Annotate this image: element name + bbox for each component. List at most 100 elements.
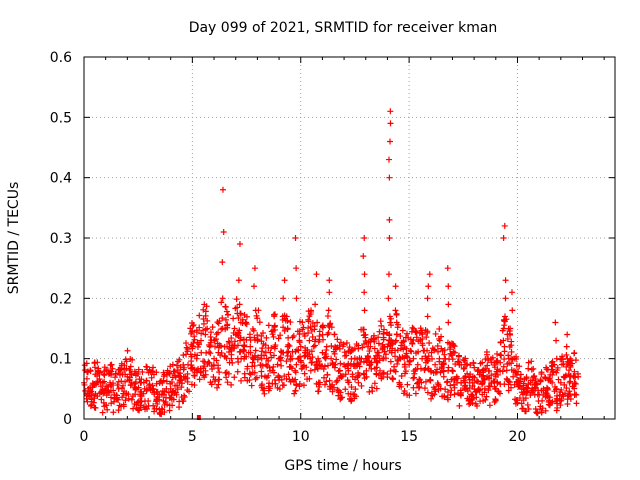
data-point xyxy=(270,363,277,370)
data-point xyxy=(367,343,374,350)
data-point xyxy=(512,396,519,403)
data-point xyxy=(320,366,327,373)
data-point xyxy=(410,384,417,391)
data-point xyxy=(363,373,370,380)
data-point xyxy=(100,390,107,397)
data-point xyxy=(263,355,270,362)
data-point xyxy=(120,390,127,397)
data-point xyxy=(515,383,522,390)
data-point xyxy=(94,373,101,380)
data-point xyxy=(407,347,414,354)
data-point xyxy=(358,382,365,389)
data-point xyxy=(250,327,257,334)
data-point xyxy=(450,381,457,388)
data-point xyxy=(228,335,235,342)
spike-point xyxy=(393,319,400,326)
data-point xyxy=(486,402,493,409)
spike-point xyxy=(281,277,288,284)
data-point xyxy=(392,338,399,345)
spike-point xyxy=(251,265,258,272)
data-point xyxy=(153,405,160,412)
data-point xyxy=(229,359,236,366)
data-point xyxy=(181,392,188,399)
data-point xyxy=(377,367,384,374)
data-point xyxy=(189,322,196,329)
data-point xyxy=(231,345,238,352)
data-point xyxy=(404,381,411,388)
data-point xyxy=(307,324,314,331)
data-point xyxy=(247,343,254,350)
data-point xyxy=(355,379,362,386)
data-point xyxy=(546,375,553,382)
data-point xyxy=(146,367,153,374)
data-point xyxy=(233,296,240,303)
data-point xyxy=(493,368,500,375)
data-point xyxy=(181,394,188,401)
data-point xyxy=(150,385,157,392)
data-point xyxy=(216,369,223,376)
data-point xyxy=(254,336,261,343)
data-point xyxy=(428,355,435,362)
data-point xyxy=(408,348,415,355)
data-point xyxy=(342,386,349,393)
data-point xyxy=(563,385,570,392)
data-point xyxy=(283,358,290,365)
data-point xyxy=(398,383,405,390)
data-point xyxy=(169,388,176,395)
data-point xyxy=(277,354,284,361)
spike-point xyxy=(508,289,515,296)
data-point xyxy=(348,384,355,391)
data-point xyxy=(525,359,532,366)
data-point xyxy=(177,377,184,384)
data-point xyxy=(153,369,160,376)
data-point xyxy=(528,366,535,373)
data-point xyxy=(444,388,451,395)
data-point xyxy=(324,313,331,320)
data-point xyxy=(258,348,265,355)
data-point xyxy=(216,376,223,383)
spike-point xyxy=(219,295,226,302)
data-point xyxy=(563,351,570,358)
data-point xyxy=(538,409,545,416)
data-point xyxy=(164,401,171,408)
data-point xyxy=(337,360,344,367)
data-point xyxy=(412,390,419,397)
data-point xyxy=(204,317,211,324)
data-point xyxy=(115,378,122,385)
data-point xyxy=(447,382,454,389)
data-point xyxy=(200,358,207,365)
x-tick-label: 10 xyxy=(292,429,310,445)
data-point xyxy=(222,316,229,323)
data-point xyxy=(267,349,274,356)
data-point xyxy=(366,388,373,395)
data-point xyxy=(402,352,409,359)
data-point xyxy=(92,404,99,411)
data-point xyxy=(449,356,456,363)
data-point xyxy=(386,337,393,344)
data-point xyxy=(116,402,123,409)
data-point xyxy=(135,384,142,391)
data-point xyxy=(464,361,471,368)
data-point xyxy=(99,379,106,386)
data-point xyxy=(320,374,327,381)
data-point xyxy=(311,342,318,349)
data-point xyxy=(432,361,439,368)
data-point xyxy=(240,348,247,355)
data-point xyxy=(241,353,248,360)
spike-point xyxy=(501,222,508,229)
data-point xyxy=(171,368,178,375)
data-point xyxy=(370,336,377,343)
data-point xyxy=(415,348,422,355)
data-point xyxy=(198,368,205,375)
data-point xyxy=(424,329,431,336)
data-point xyxy=(539,405,546,412)
data-point xyxy=(481,389,488,396)
data-point xyxy=(337,373,344,380)
data-point xyxy=(202,308,209,315)
spike-point xyxy=(314,319,321,326)
spike-point xyxy=(425,283,432,290)
data-point xyxy=(96,376,103,383)
data-point xyxy=(222,304,229,311)
data-point xyxy=(305,318,312,325)
